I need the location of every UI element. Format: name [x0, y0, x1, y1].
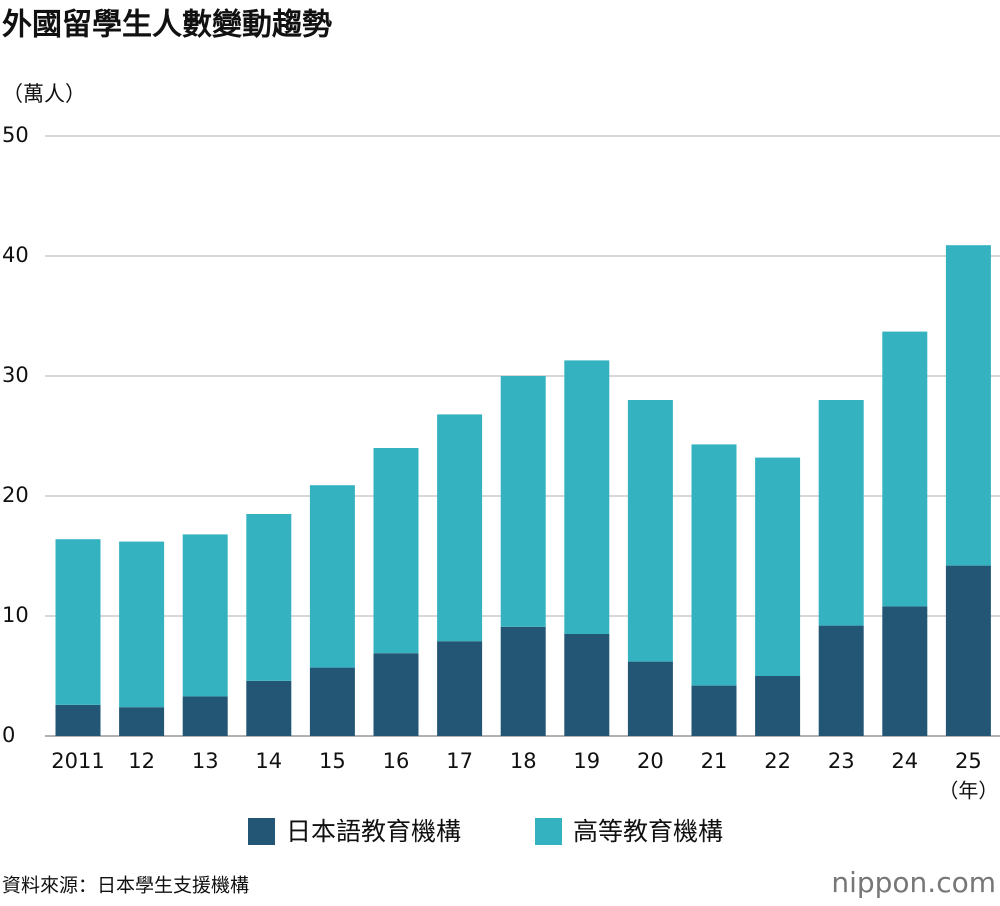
- y-tick-label: 30: [2, 363, 29, 387]
- bar-segment: [691, 685, 737, 736]
- x-tick-label: 22: [764, 749, 791, 773]
- bar-segment: [437, 414, 483, 642]
- chart-title: 外國留學生人數變動趨勢: [2, 8, 332, 43]
- bar-segment: [691, 444, 737, 686]
- x-axis-label: （年）: [938, 779, 998, 803]
- y-axis-label: （萬人）: [2, 82, 86, 106]
- x-tick-label: 13: [192, 749, 219, 773]
- bar-segment: [755, 457, 801, 676]
- x-tick-label: 15: [319, 749, 346, 773]
- bar-segment: [182, 696, 228, 736]
- x-tick-label: 24: [891, 749, 918, 773]
- legend-label: 高等教育機構: [573, 817, 723, 846]
- x-tick-label: 17: [446, 749, 473, 773]
- bar-segment: [246, 514, 292, 681]
- bar-segment: [564, 360, 610, 634]
- bar-segment: [55, 704, 101, 736]
- x-tick-label: 2011: [51, 749, 104, 773]
- x-tick-label: 20: [637, 749, 664, 773]
- x-tick-label: 12: [128, 749, 155, 773]
- y-tick-label: 20: [2, 483, 29, 507]
- legend-swatch: [248, 818, 275, 845]
- bar-segment: [437, 641, 483, 736]
- bar-segment: [945, 565, 991, 736]
- x-tick-label: 21: [701, 749, 728, 773]
- legend-label: 日本語教育機構: [286, 817, 461, 846]
- bar-segment: [373, 448, 419, 654]
- bar-segment: [182, 534, 228, 697]
- x-tick-label: 25: [955, 749, 982, 773]
- bar-segment: [500, 376, 546, 627]
- x-tick-label: 23: [828, 749, 855, 773]
- bar-segment: [818, 625, 864, 736]
- legend-swatch: [535, 818, 562, 845]
- logo: nippon.com: [831, 866, 996, 899]
- y-tick-label: 40: [2, 243, 29, 267]
- bar-segment: [627, 661, 673, 736]
- y-tick-label: 10: [2, 603, 29, 627]
- bar-segment: [818, 400, 864, 626]
- y-tick-label: 0: [2, 723, 15, 747]
- bar-segment: [309, 667, 355, 736]
- x-tick-label: 16: [383, 749, 410, 773]
- y-tick-label: 50: [2, 123, 29, 147]
- source: 資料來源：日本學生支援機構: [2, 875, 249, 897]
- bar-segment: [500, 626, 546, 736]
- bar-segment: [309, 485, 355, 668]
- bar-segment: [373, 653, 419, 736]
- bar-segment: [564, 634, 610, 736]
- bar-segment: [119, 707, 165, 736]
- bar-segment: [755, 676, 801, 736]
- x-tick-label: 18: [510, 749, 537, 773]
- x-tick-label: 14: [255, 749, 282, 773]
- bar-segment: [119, 541, 165, 708]
- legend: 日本語教育機構 高等教育機構: [248, 817, 723, 846]
- bar-segment: [882, 606, 928, 736]
- bar-segment: [627, 400, 673, 662]
- bar-segment: [945, 245, 991, 566]
- bar-segment: [882, 331, 928, 607]
- x-tick-label: 19: [573, 749, 600, 773]
- bar-segment: [246, 680, 292, 736]
- bar-segment: [55, 539, 101, 705]
